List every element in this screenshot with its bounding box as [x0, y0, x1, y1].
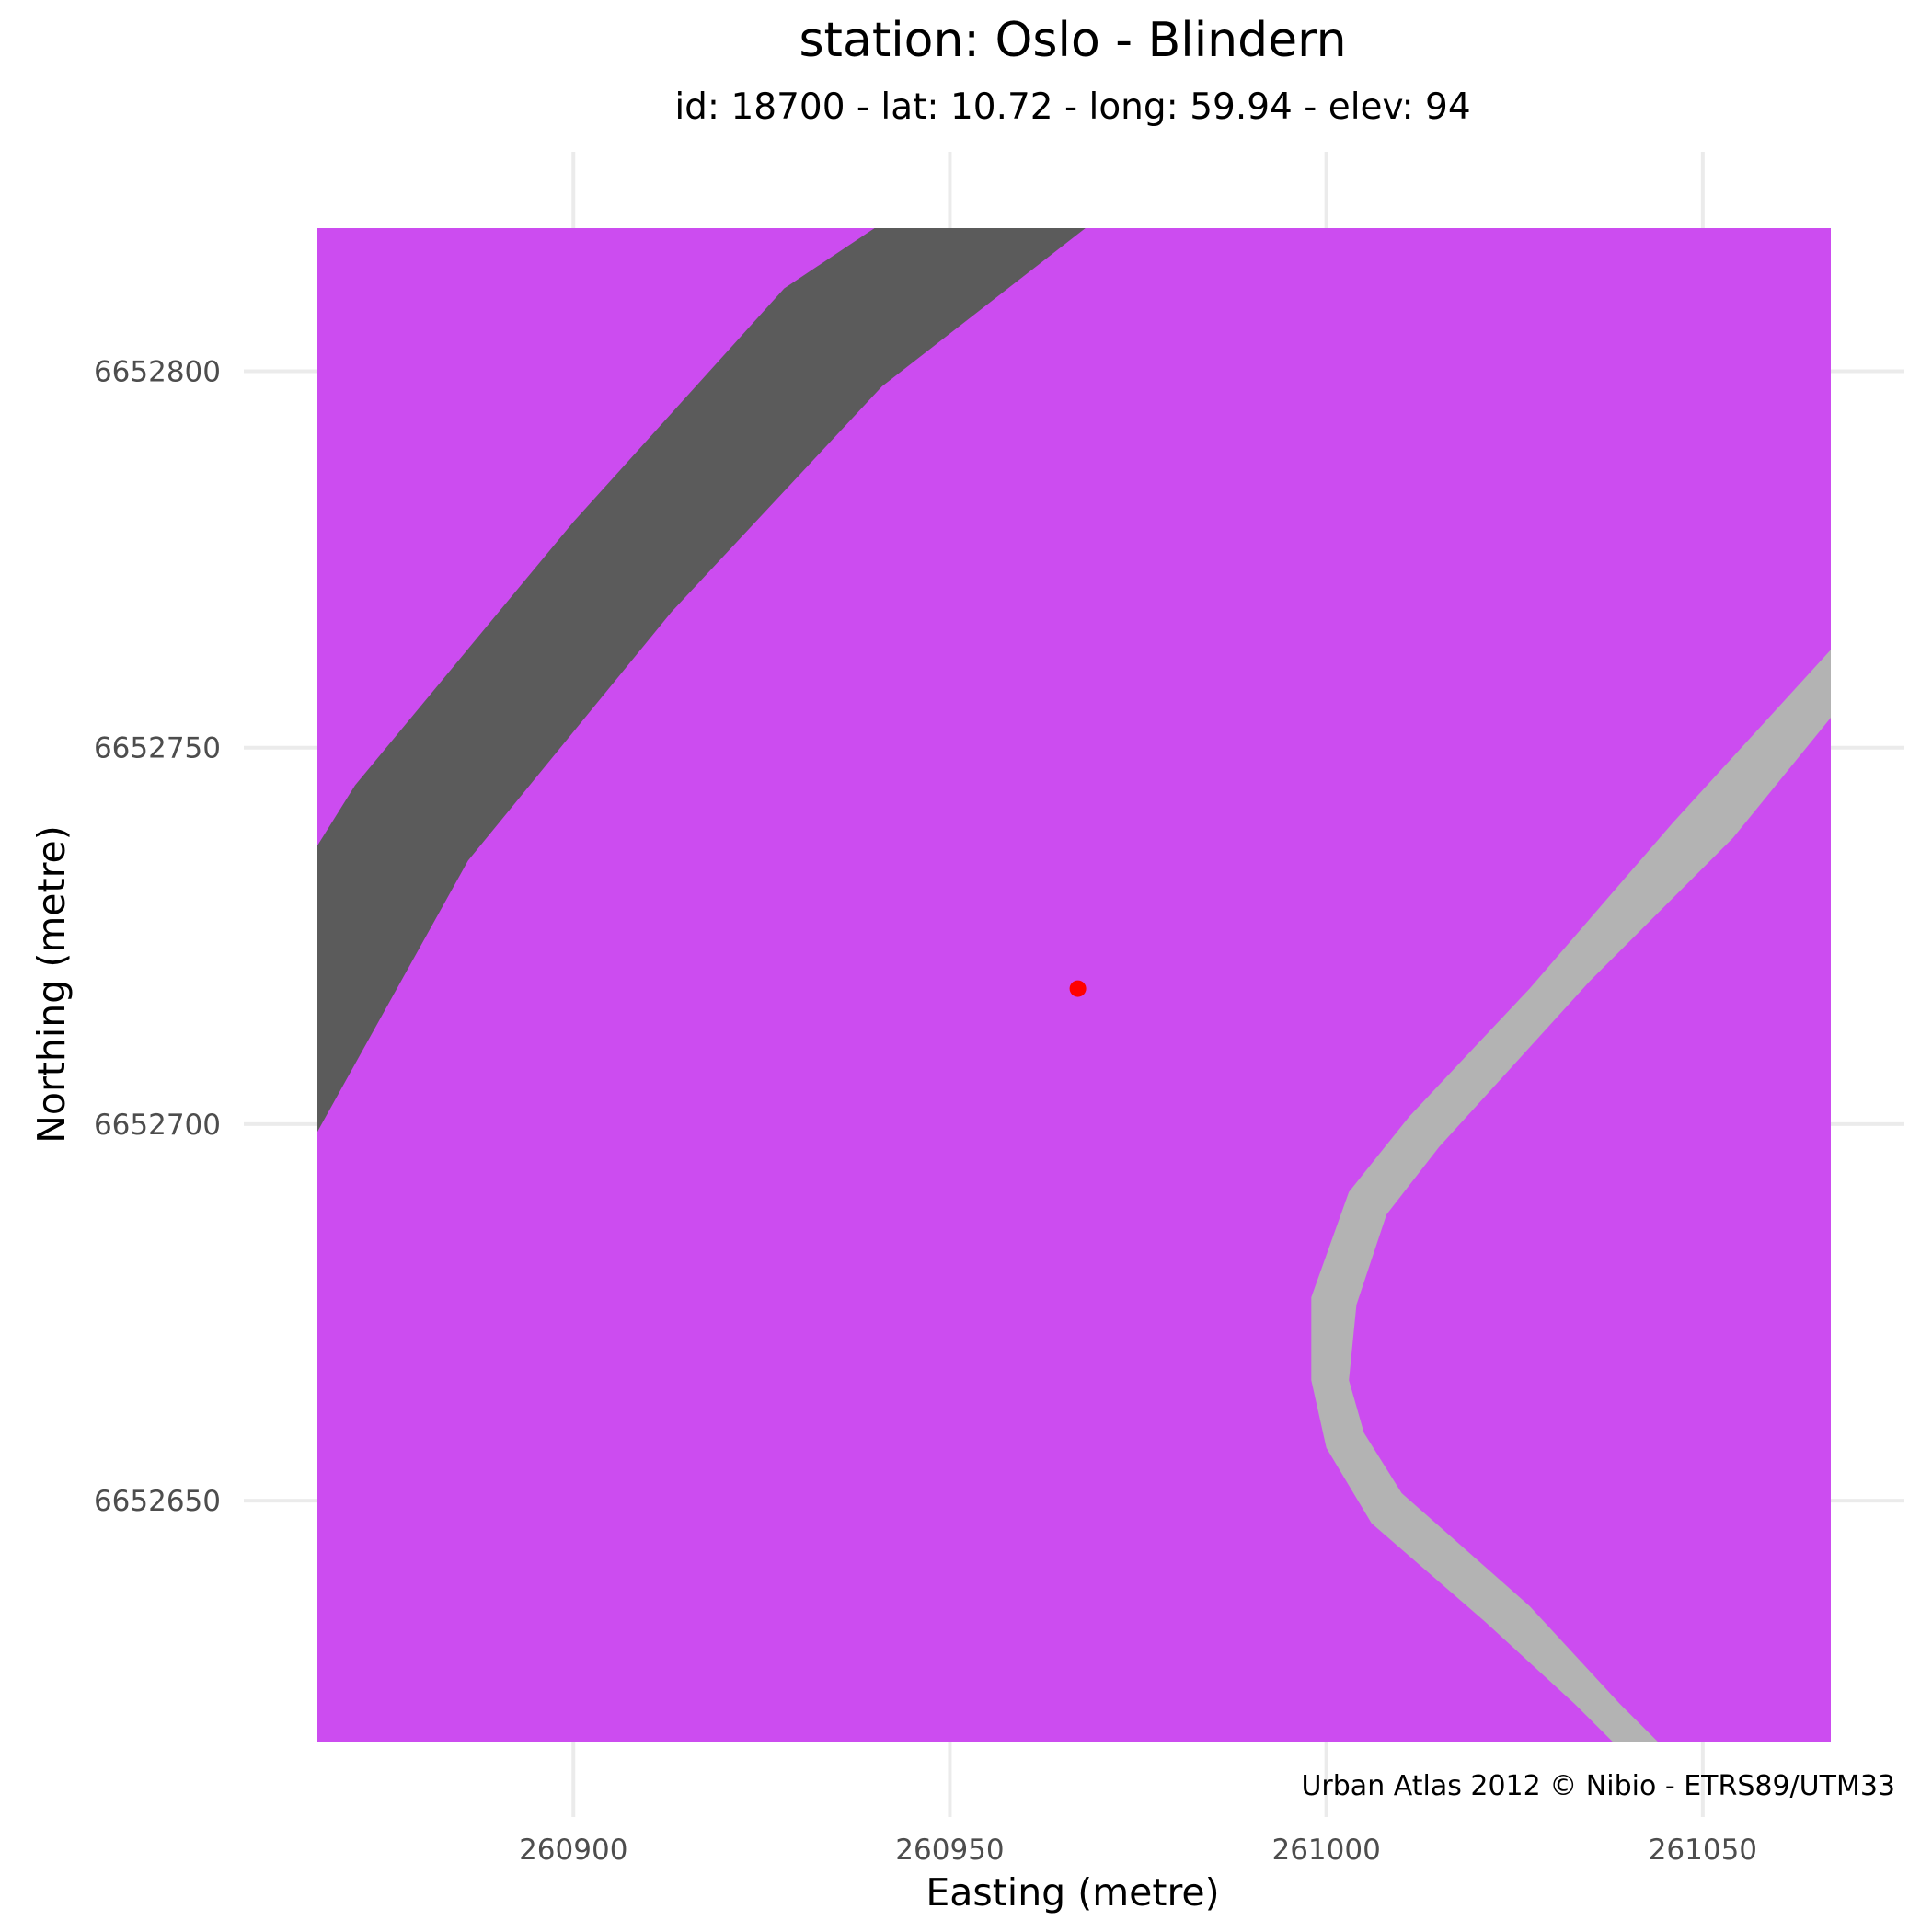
x-tick-labels: 260900 260950 261000 261050: [519, 1834, 1757, 1867]
map-title: station: Oslo - Blindern: [799, 13, 1346, 68]
map-caption: Urban Atlas 2012 © Nibio - ETRS89/UTM33: [1301, 1770, 1895, 1802]
road-light-polygon: [1311, 650, 1831, 1742]
y-tick-label: 6652750: [94, 732, 221, 765]
y-tick-label: 6652700: [94, 1109, 221, 1142]
map-subtitle: id: 18700 - lat: 10.72 - long: 59.94 - e…: [674, 86, 1470, 128]
y-tick-labels: 6652650 6652700 6652750 6652800: [94, 355, 221, 1518]
x-tick-label: 260900: [519, 1834, 627, 1867]
road-dark-polygon: [317, 228, 1086, 1133]
station-point: [1069, 980, 1087, 997]
x-tick-label: 260950: [895, 1834, 1004, 1867]
x-axis-label: Easting (metre): [926, 1870, 1219, 1915]
y-axis-label: Northing (metre): [29, 825, 74, 1144]
station-points: [1069, 980, 1087, 997]
x-tick-label: 261050: [1649, 1834, 1757, 1867]
y-tick-label: 6652650: [94, 1485, 221, 1518]
y-tick-label: 6652800: [94, 355, 221, 388]
land-use-layers: [317, 228, 1831, 1742]
map-panel: [317, 228, 1831, 1742]
x-tick-label: 261000: [1271, 1834, 1380, 1867]
